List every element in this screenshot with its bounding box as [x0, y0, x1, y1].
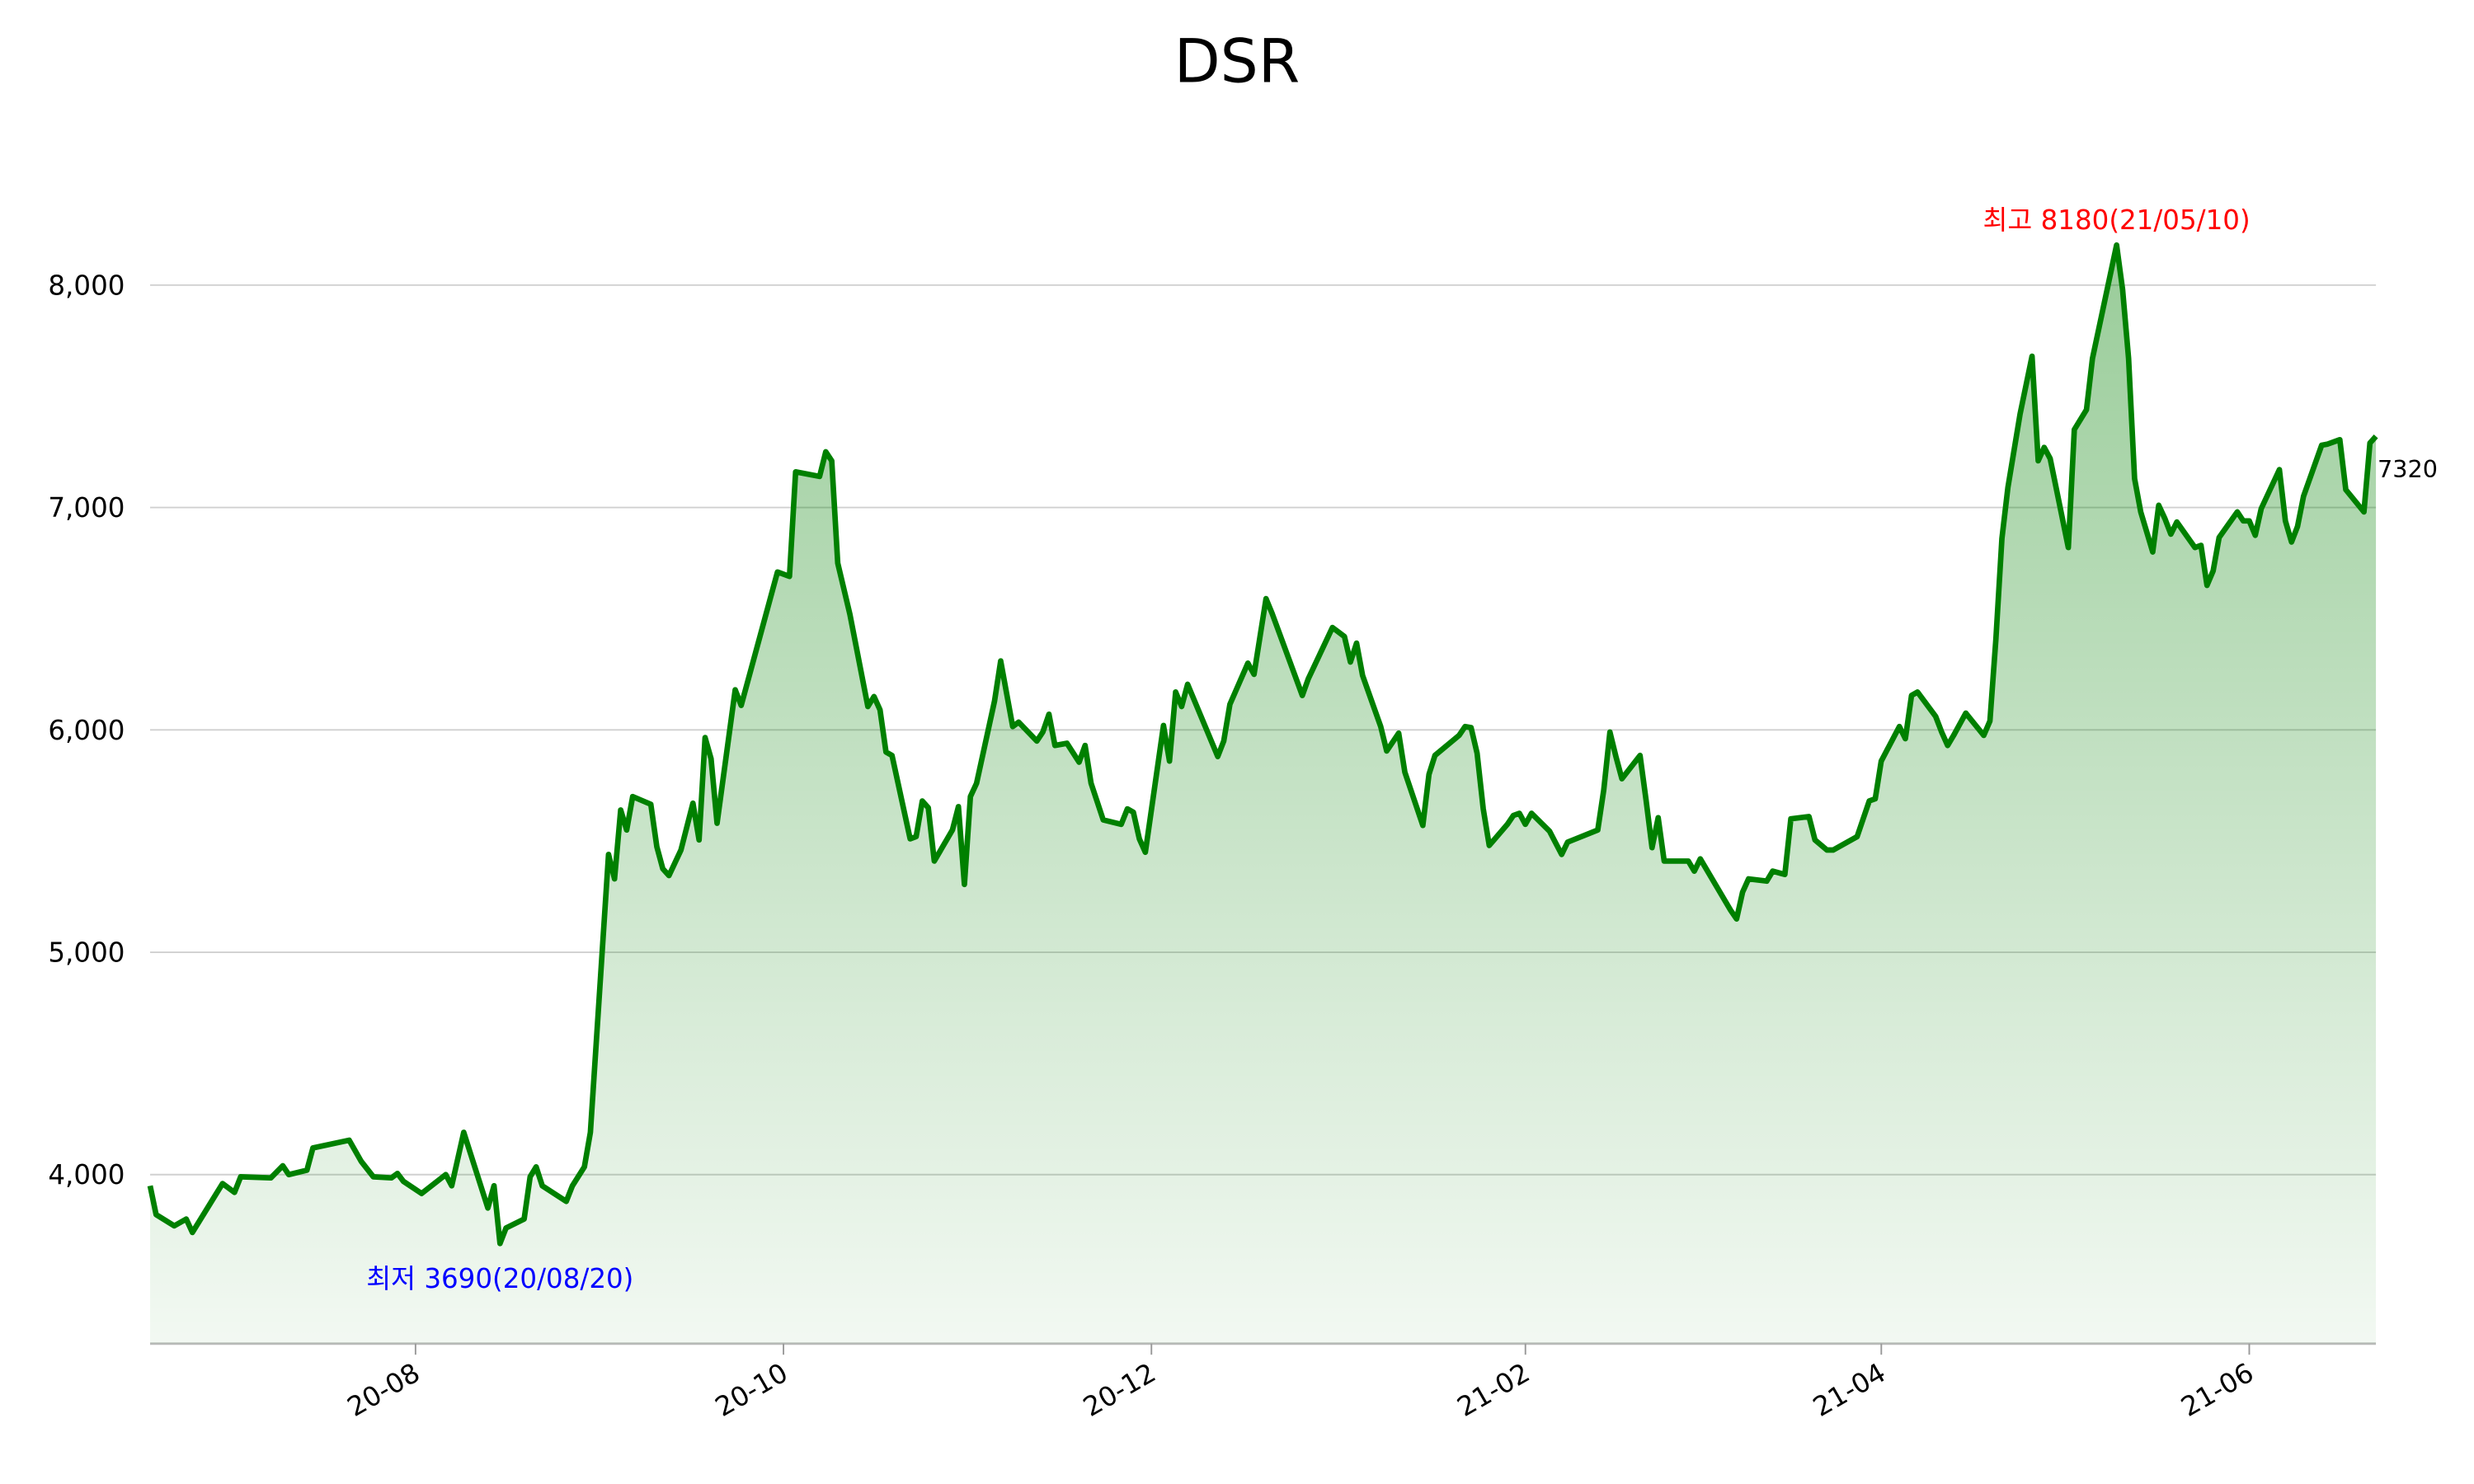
- area: [150, 245, 2377, 1344]
- annotation: 최고 8180(21/05/10): [1982, 204, 2250, 236]
- y-tick-label: 6,000: [48, 715, 125, 746]
- x-tick-label: 21-02: [1452, 1357, 1536, 1423]
- x-tick-label: 20-12: [1078, 1357, 1161, 1423]
- x-tick-label: 21-04: [1808, 1357, 1891, 1423]
- x-tick-label: 20-08: [342, 1357, 426, 1423]
- chart-title: DSR: [1174, 27, 1300, 96]
- annotation: 최저 3690(20/08/20): [366, 1263, 633, 1294]
- y-tick-label: 7,000: [48, 492, 125, 524]
- y-tick-label: 4,000: [48, 1159, 125, 1190]
- x-tick-label: 21-06: [2175, 1357, 2259, 1423]
- line: [147, 242, 2378, 1247]
- x-tick-label: 20-10: [710, 1357, 793, 1423]
- y-tick-label: 8,000: [48, 270, 125, 301]
- last-value-label: 7320: [2378, 455, 2438, 483]
- y-tick-label: 5,000: [48, 937, 125, 968]
